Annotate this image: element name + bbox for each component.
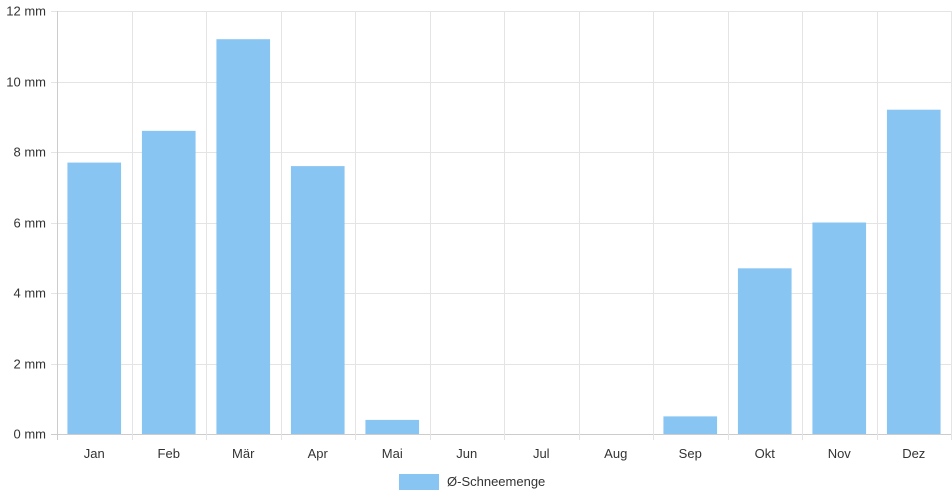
bar-mai[interactable] bbox=[365, 419, 420, 434]
bar-sep[interactable] bbox=[663, 416, 718, 434]
legend[interactable]: Ø-Schneemenge bbox=[399, 474, 545, 490]
y-tick-label: 12 mm bbox=[6, 4, 46, 19]
grid-lines bbox=[51, 11, 952, 440]
bars bbox=[67, 39, 941, 435]
x-tick-label: Nov bbox=[828, 446, 852, 461]
x-tick-label: Mär bbox=[232, 446, 255, 461]
bar-dez[interactable] bbox=[886, 109, 941, 434]
bar-apr[interactable] bbox=[290, 166, 345, 434]
y-tick-label: 0 mm bbox=[14, 427, 47, 442]
legend-label: Ø-Schneemenge bbox=[447, 474, 545, 489]
x-tick-label: Jun bbox=[456, 446, 477, 461]
x-tick-label: Sep bbox=[679, 446, 702, 461]
x-tick-label: Okt bbox=[755, 446, 776, 461]
y-tick-label: 2 mm bbox=[14, 357, 47, 372]
bar-jan[interactable] bbox=[67, 162, 122, 434]
bar-mär[interactable] bbox=[216, 39, 271, 434]
x-axis-ticks: Jan Feb Mär Apr Mai Jun Jul Aug Sep Okt Nov Dez bbox=[84, 446, 926, 461]
y-tick-label: 8 mm bbox=[14, 145, 47, 160]
y-tick-label: 4 mm bbox=[14, 286, 47, 301]
y-axis-ticks: 0 mm 2 mm 4 mm 6 mm 8 mm 10 mm 12 mm bbox=[6, 4, 46, 442]
x-tick-label: Mai bbox=[382, 446, 403, 461]
bar-nov[interactable] bbox=[812, 222, 867, 435]
y-tick-label: 6 mm bbox=[14, 216, 47, 231]
bar-feb[interactable] bbox=[141, 130, 196, 434]
bar-okt[interactable] bbox=[737, 268, 792, 434]
legend-swatch bbox=[399, 474, 439, 490]
x-tick-label: Jul bbox=[533, 446, 550, 461]
x-tick-label: Apr bbox=[308, 446, 329, 461]
x-tick-label: Jan bbox=[84, 446, 105, 461]
y-tick-label: 10 mm bbox=[6, 75, 46, 90]
x-tick-label: Dez bbox=[902, 446, 925, 461]
x-tick-label: Feb bbox=[158, 446, 180, 461]
x-tick-label: Aug bbox=[604, 446, 627, 461]
